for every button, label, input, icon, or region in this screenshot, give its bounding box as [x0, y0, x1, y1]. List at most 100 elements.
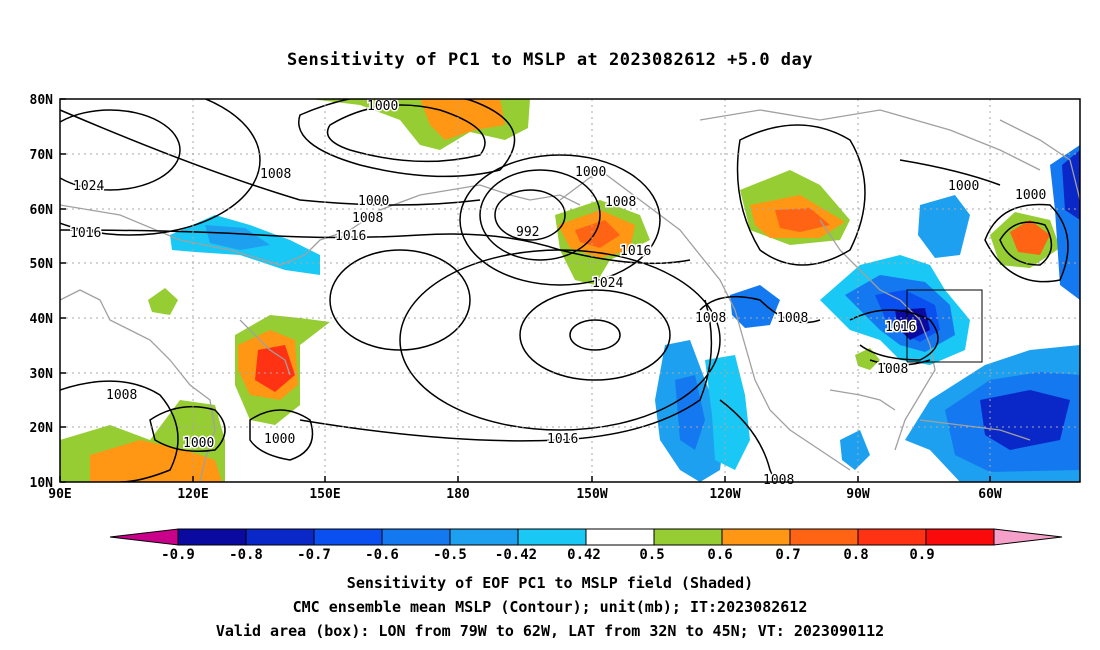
contour-label-group: 1000 1024 1008 1016 1000 1008 1016 992 1…	[69, 98, 1048, 490]
contour-high-siberia-inner	[60, 109, 181, 191]
contour-japan-low-2	[249, 409, 314, 461]
contour-label: 1000	[575, 165, 606, 180]
coastline-siberia	[60, 184, 581, 266]
colorbar-arrow-low	[109, 528, 179, 546]
positive-region-gulf-alaska-max	[575, 220, 620, 248]
colorbar-segment	[789, 528, 859, 546]
colorbar-segment	[245, 528, 315, 546]
contour-high-siberia-outer	[60, 99, 261, 236]
colorbar-label: -0.6	[365, 547, 399, 563]
coastline-japan	[239, 319, 291, 376]
positive-region-canada-max	[775, 208, 830, 232]
contour-1000-east	[899, 159, 1001, 186]
negative-region-pacific-south	[840, 430, 870, 470]
contour-label: 1008	[352, 211, 383, 226]
coastline-canada-arctic	[699, 109, 1041, 171]
contour-low-bering-outer	[459, 154, 661, 286]
contour-label: 1016	[885, 320, 916, 335]
contour-label: 1000	[367, 99, 398, 114]
lon-label: 90W	[846, 487, 870, 502]
contour-label: 1000	[183, 436, 214, 451]
contour-label: 1024	[73, 179, 104, 194]
caption-valid-area: Valid area (box): LON from 79W to 62W, L…	[215, 622, 885, 640]
latitude-labels: 80N 70N 60N 50N 40N 30N 20N 10N	[30, 93, 54, 491]
axis-ticks	[59, 98, 991, 483]
colorbar-segment	[925, 528, 995, 546]
coastline-alaska	[559, 169, 851, 471]
contour-label: 1008	[777, 311, 808, 326]
caption-shading: Sensitivity of EOF PC1 to MSLP field (Sh…	[346, 574, 754, 592]
coastline-gulf	[829, 389, 896, 411]
colorbar-labels: -0.9 -0.8 -0.7 -0.6 -0.5 -0.42 0.42 0.5 …	[161, 547, 935, 563]
coastline-us-east	[894, 299, 936, 451]
colorbar-label: -0.7	[297, 547, 331, 563]
contour-na-1008	[699, 295, 821, 324]
contour-1016-south	[299, 299, 713, 442]
lon-label: 90E	[48, 487, 71, 502]
lon-label: 120E	[177, 487, 208, 502]
lon-label: 120W	[709, 487, 740, 502]
colorbar-label: -0.8	[229, 547, 263, 563]
positive-region-kamchatka-west	[148, 288, 178, 315]
coastline-greenland	[999, 119, 1080, 201]
lat-label: 40N	[30, 312, 54, 327]
colorbar-segment	[449, 528, 519, 546]
negative-region-north-atlantic-core	[1062, 150, 1080, 220]
contour-label: 1000	[358, 194, 389, 209]
lat-label: 10N	[30, 476, 54, 491]
negative-region-baja	[705, 355, 750, 470]
colorbar-label: -0.5	[433, 547, 467, 563]
coastline-hudson	[819, 219, 901, 301]
contour-low-bering-inner	[494, 189, 566, 241]
contour-label: 1016	[335, 229, 366, 244]
lat-label: 20N	[30, 421, 54, 436]
graticule	[60, 99, 1080, 482]
lon-label: 150W	[576, 487, 607, 502]
colorbar-label: 0.42	[567, 547, 601, 563]
contour-high-pacific-west	[329, 249, 471, 351]
contour-canada-low	[736, 124, 866, 266]
contour-high-pacific-mid	[519, 289, 671, 381]
colorbar-label: 0.6	[707, 547, 732, 563]
coastlines	[60, 109, 1080, 482]
colorbar-label: 0.5	[639, 547, 664, 563]
contour-label: 1016	[547, 432, 578, 447]
contour-1008-west	[60, 380, 179, 482]
negative-region-labrador	[918, 195, 970, 258]
colorbar	[109, 528, 1063, 546]
colorbar-segment	[857, 528, 927, 546]
negative-region-atlantic-south-max	[980, 390, 1070, 450]
positive-region-gulf-mexico	[855, 348, 880, 370]
colorbar-segment	[177, 528, 247, 546]
colorbar-label: -0.9	[161, 547, 195, 563]
contour-atlantic-low-inner	[999, 221, 1053, 266]
lon-label: 150E	[309, 487, 340, 502]
lon-label: 60W	[978, 487, 1002, 502]
contour-label: 1008	[695, 311, 726, 326]
contour-label: 1016	[70, 226, 101, 241]
contour-label: 1008	[877, 362, 908, 377]
map-title: Sensitivity of PC1 to MSLP at 2023082612…	[286, 50, 813, 70]
contour-1016-band	[60, 229, 691, 265]
contour-label: 1008	[106, 388, 137, 403]
caption-contour: CMC ensemble mean MSLP (Contour); unit(m…	[292, 598, 808, 616]
colorbar-label: 0.8	[843, 547, 868, 563]
colorbar-label: 0.9	[909, 547, 934, 563]
lat-label: 30N	[30, 367, 54, 382]
colorbar-label: -0.42	[495, 547, 537, 563]
shaded-sensitivity	[60, 99, 1080, 482]
contour-label: 1008	[605, 195, 636, 210]
coastline-asia	[60, 289, 216, 482]
lat-label: 60N	[30, 203, 54, 218]
negative-region-east-pacific-core	[675, 375, 705, 450]
colorbar-label: 0.7	[775, 547, 800, 563]
contour-high-pacific-outer	[399, 249, 721, 431]
colorbar-arrow-high	[993, 528, 1063, 546]
lat-label: 50N	[30, 257, 54, 272]
contour-atlantic-low-outer	[984, 203, 1069, 283]
contour-1008-tropics	[719, 399, 781, 482]
contour-label: 1008	[260, 167, 291, 182]
colorbar-segment	[381, 528, 451, 546]
longitude-labels: 90E 120E 150E 180 150W 120W 90W 60W	[48, 487, 1002, 502]
